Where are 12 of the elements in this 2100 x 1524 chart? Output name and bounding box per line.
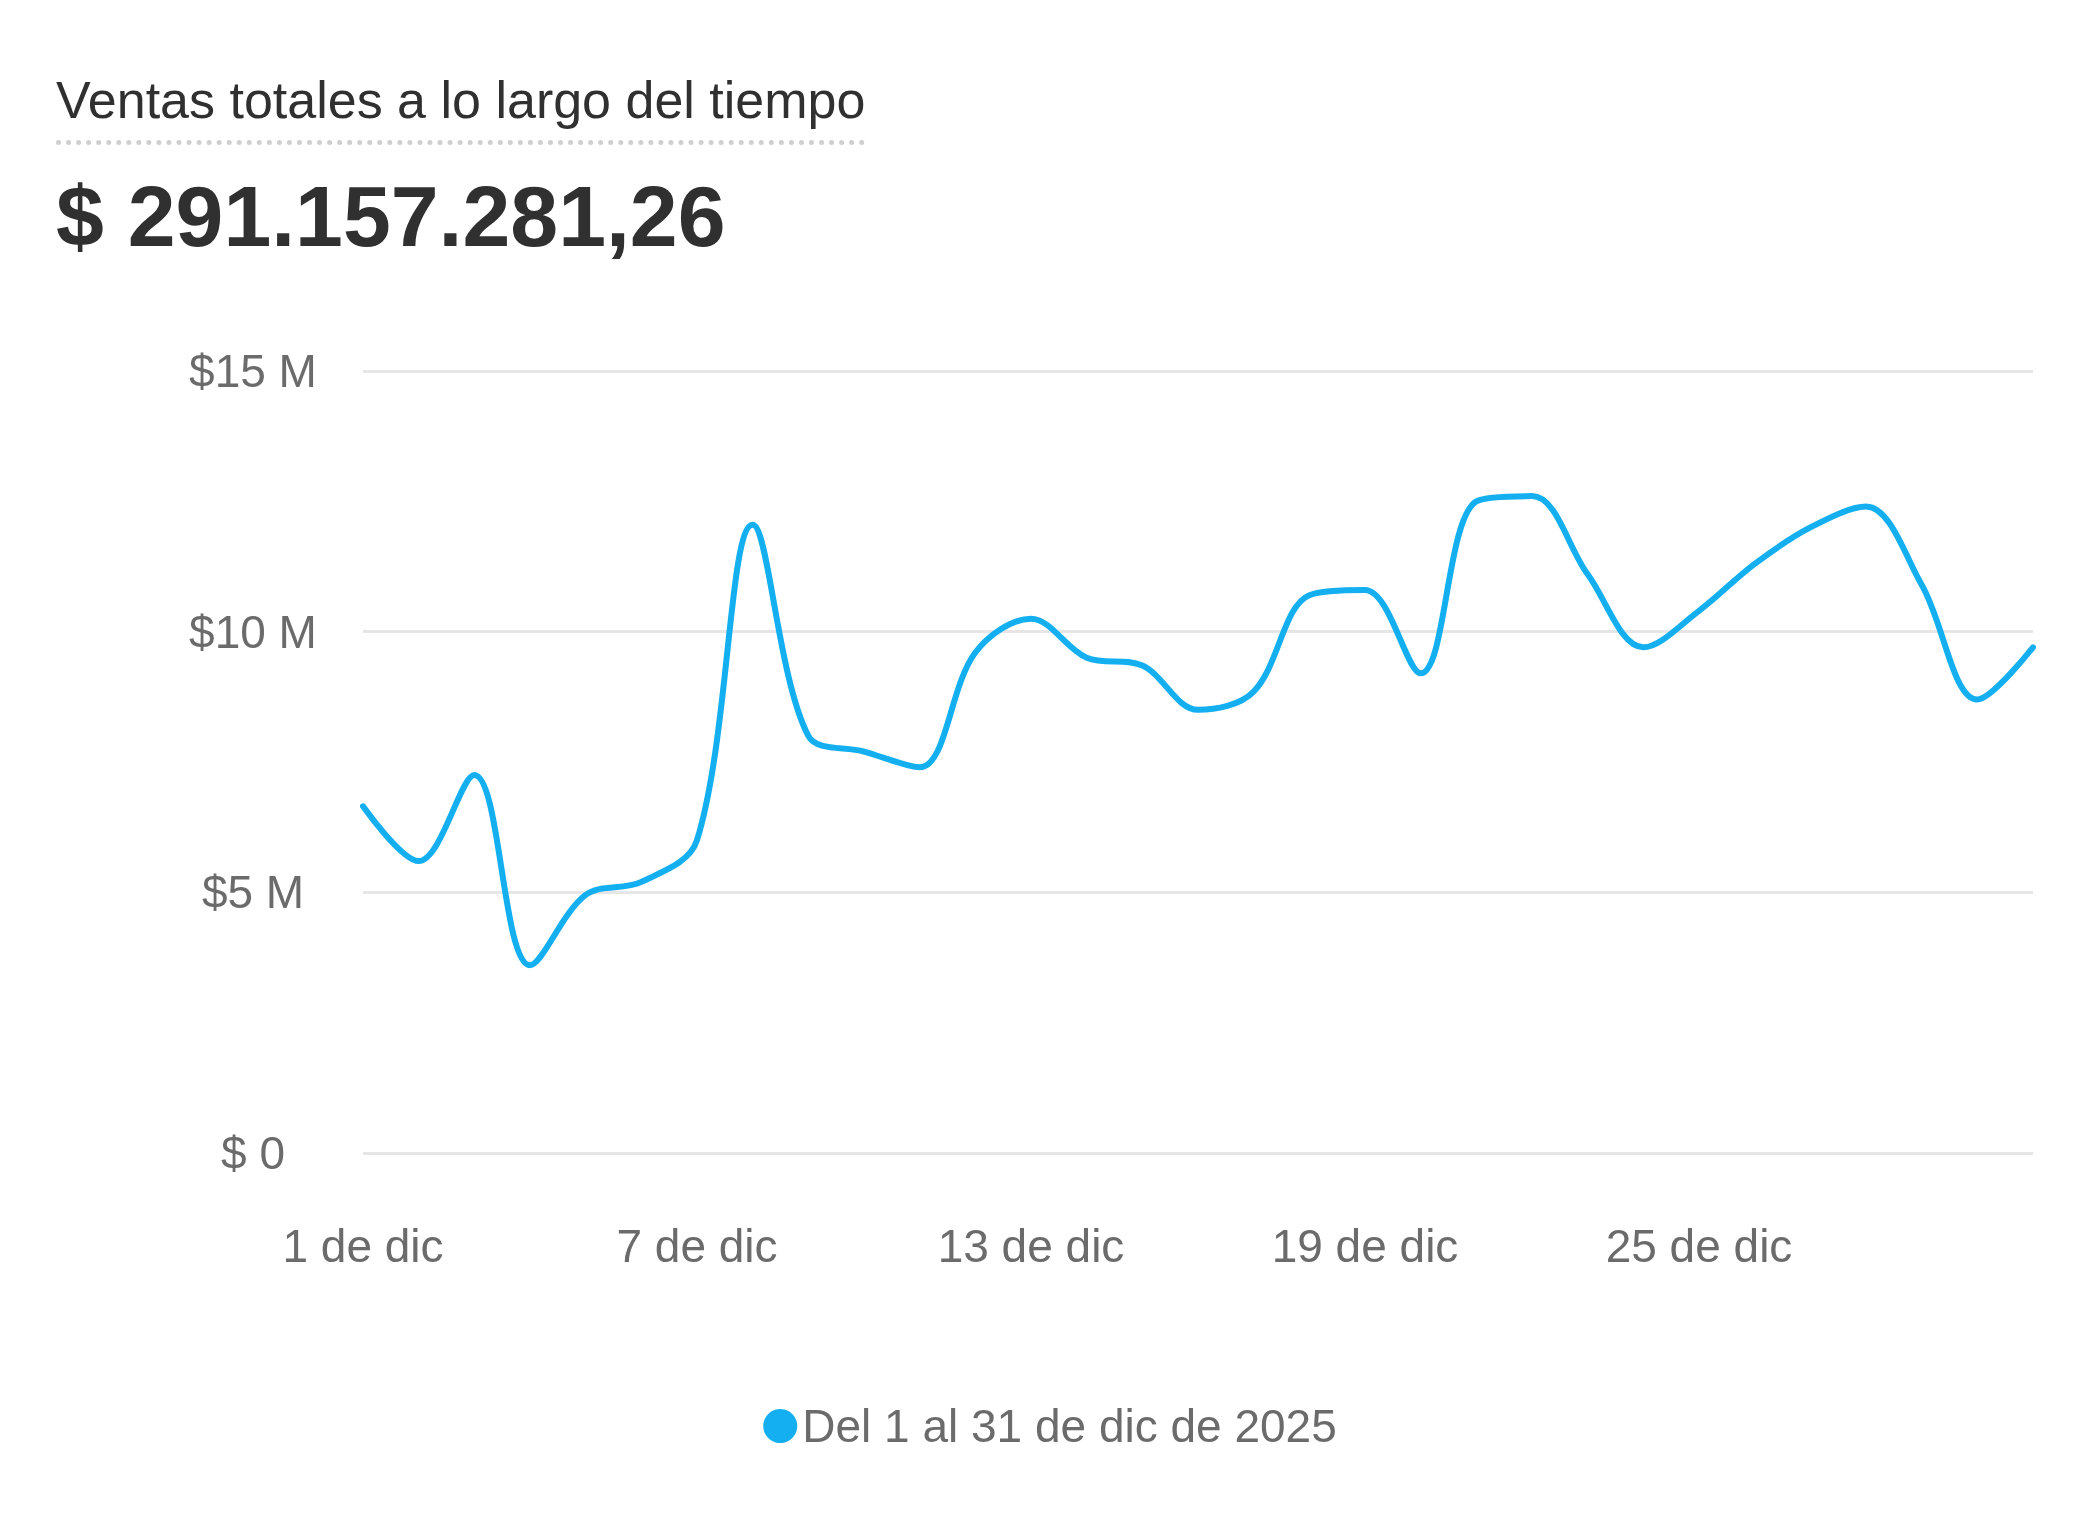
- x-tick-label: 7 de dic: [616, 1220, 778, 1272]
- x-tick-label: 13 de dic: [937, 1220, 1125, 1272]
- y-tick-label: $ 0: [221, 1127, 285, 1179]
- x-tick-label: 1 de dic: [282, 1220, 444, 1272]
- y-tick-label: $10 M: [189, 605, 317, 658]
- chart-title: Ventas totales a lo largo del tiempo: [56, 70, 866, 145]
- y-tick-label: $15 M: [189, 345, 317, 397]
- chart-subtitle: $ 291.157.281,26: [56, 167, 727, 266]
- x-tick-label: 25 de dic: [1605, 1220, 1793, 1272]
- y-tick-label: $5 M: [201, 866, 305, 919]
- legend-label: Del 1 al 31 de dic de 2025: [802, 1400, 1337, 1452]
- x-tick-label: 19 de dic: [1271, 1220, 1459, 1272]
